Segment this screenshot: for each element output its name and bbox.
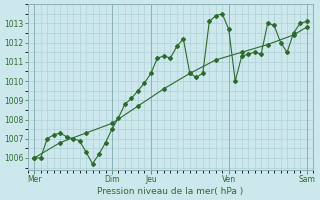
X-axis label: Pression niveau de la mer( hPa ): Pression niveau de la mer( hPa ) (97, 187, 244, 196)
